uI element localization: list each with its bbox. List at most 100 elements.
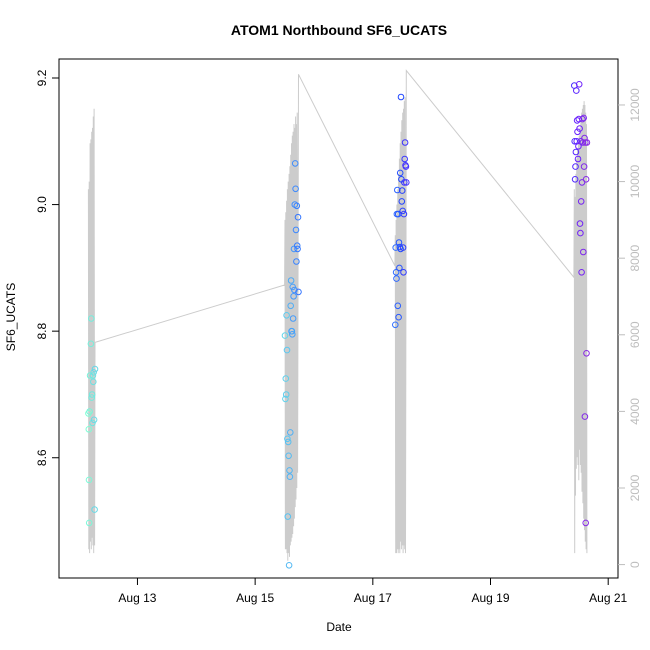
data-point bbox=[91, 365, 99, 373]
data-point bbox=[579, 139, 587, 146]
data-point bbox=[403, 179, 410, 186]
data-point bbox=[283, 346, 291, 354]
data-point bbox=[573, 87, 580, 94]
data-point bbox=[88, 315, 95, 322]
data-point bbox=[293, 258, 300, 265]
data-point bbox=[401, 179, 408, 186]
data-point bbox=[89, 419, 96, 427]
data-point bbox=[580, 248, 587, 256]
y-axis-left: 8.6 8.8 9.0 9.2 bbox=[35, 69, 59, 466]
y-tick-label: 9.0 bbox=[35, 196, 49, 213]
data-point bbox=[87, 340, 95, 348]
y2-tick-label: 8000 bbox=[628, 245, 642, 272]
data-point bbox=[571, 176, 579, 183]
x-axis: Aug 13 Aug 15 Aug 17 Aug 19 Aug 21 bbox=[118, 578, 628, 605]
data-point bbox=[398, 187, 406, 194]
data-point bbox=[90, 369, 97, 376]
data-point bbox=[90, 416, 98, 424]
data-point bbox=[294, 213, 302, 221]
data-point bbox=[89, 372, 97, 379]
data-point bbox=[287, 277, 295, 284]
plot-frame bbox=[58, 58, 619, 579]
data-point bbox=[399, 244, 407, 251]
data-point bbox=[85, 426, 93, 433]
data-point bbox=[394, 186, 401, 194]
data-point bbox=[579, 115, 586, 123]
y-tick-label: 8.8 bbox=[35, 322, 49, 339]
x-tick-label: Aug 21 bbox=[589, 591, 627, 605]
data-point bbox=[395, 239, 403, 246]
data-point bbox=[580, 114, 588, 122]
altitude-trace bbox=[87, 69, 588, 561]
data-point bbox=[284, 438, 292, 446]
data-point bbox=[289, 315, 297, 322]
y2-tick-label: 0 bbox=[628, 561, 642, 568]
y2-tick-label: 4000 bbox=[628, 398, 642, 425]
data-point bbox=[284, 513, 292, 520]
data-point bbox=[86, 408, 93, 415]
data-point bbox=[400, 210, 408, 218]
data-point bbox=[399, 207, 407, 215]
data-point bbox=[292, 185, 299, 193]
data-point bbox=[577, 198, 585, 205]
data-point bbox=[282, 375, 290, 382]
x-tick-label: Aug 13 bbox=[118, 591, 156, 605]
data-point bbox=[291, 160, 299, 167]
data-point bbox=[295, 288, 302, 296]
data-point bbox=[293, 242, 301, 249]
data-point bbox=[91, 506, 98, 513]
data-point bbox=[401, 155, 409, 163]
data-point bbox=[580, 163, 588, 170]
data-point bbox=[88, 391, 96, 398]
y2-tick-label: 12000 bbox=[628, 88, 642, 122]
data-point bbox=[583, 350, 590, 357]
data-point bbox=[394, 302, 402, 310]
data-point bbox=[287, 429, 294, 436]
data-point bbox=[396, 169, 404, 177]
data-point bbox=[402, 163, 410, 170]
data-point bbox=[282, 395, 289, 403]
data-point bbox=[291, 286, 298, 294]
data-point bbox=[396, 264, 403, 272]
data-point bbox=[572, 148, 580, 156]
y2-tick-label: 10000 bbox=[628, 165, 642, 199]
data-point bbox=[576, 220, 584, 227]
data-point bbox=[88, 394, 95, 401]
altitude-line bbox=[87, 69, 588, 561]
y2-tick-label: 6000 bbox=[628, 321, 642, 348]
y2-tick-label: 2000 bbox=[628, 474, 642, 501]
data-point bbox=[285, 562, 293, 569]
data-point bbox=[577, 229, 584, 237]
data-point bbox=[398, 198, 406, 205]
data-point bbox=[397, 93, 405, 101]
x-axis-label: Date bbox=[326, 620, 352, 634]
data-point bbox=[572, 163, 579, 170]
data-point bbox=[294, 245, 301, 253]
data-point bbox=[395, 313, 402, 321]
data-point bbox=[287, 302, 295, 310]
data-point bbox=[289, 331, 296, 338]
data-point bbox=[575, 81, 583, 88]
x-tick-label: Aug 17 bbox=[354, 591, 392, 605]
data-point bbox=[290, 293, 297, 300]
y-tick-label: 8.6 bbox=[35, 449, 49, 466]
data-point bbox=[392, 321, 399, 329]
data-point bbox=[578, 269, 585, 276]
data-point bbox=[576, 125, 583, 132]
chart-title: ATOM1 Northbound SF6_UCATS bbox=[231, 22, 447, 38]
data-point bbox=[282, 391, 290, 398]
data-point bbox=[85, 476, 93, 484]
data-point bbox=[392, 269, 400, 276]
x-tick-label: Aug 15 bbox=[236, 591, 274, 605]
y-axis-label: SF6_UCATS bbox=[4, 283, 18, 351]
data-point bbox=[288, 327, 296, 335]
data-point bbox=[286, 473, 294, 481]
data-point bbox=[90, 378, 97, 386]
data-point bbox=[582, 176, 590, 183]
data-point bbox=[85, 519, 93, 527]
data-point bbox=[400, 269, 407, 276]
data-point bbox=[574, 155, 582, 163]
x-tick-label: Aug 19 bbox=[471, 591, 509, 605]
data-point bbox=[581, 413, 589, 420]
data-point bbox=[283, 312, 290, 319]
